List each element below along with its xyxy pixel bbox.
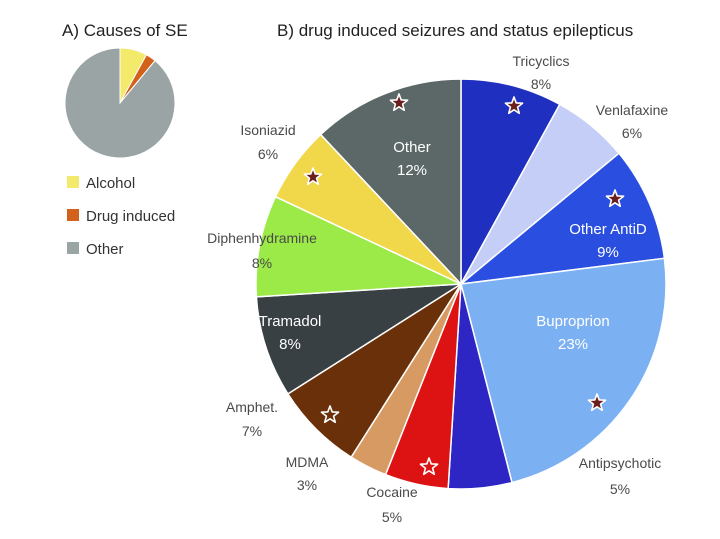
pie-b-label-buproprion: Buproprion: [536, 313, 609, 330]
pie-b-value-other-antid: 9%: [597, 244, 619, 261]
pie-b-label-cocaine: Cocaine: [366, 484, 418, 500]
panel-b-title: B) drug induced seizures and status epil…: [277, 21, 633, 40]
pie-b-value-tramadol: 8%: [279, 336, 301, 353]
panel-b-pie: [255, 78, 667, 490]
pie-b-slice-tricyclics: [460, 78, 561, 285]
pie-b-label-tramadol: Tramadol: [259, 313, 322, 330]
pie-b-value-venlafaxine: 6%: [622, 125, 642, 141]
panel-a-legend: Alcohol Drug induced Other: [67, 175, 175, 258]
pie-b-value-isoniazid: 6%: [258, 146, 278, 162]
star-filled-tricyclics: [504, 96, 524, 115]
pie-a-slice-other: [64, 47, 176, 159]
pie-b-label-tricyclics: Tricyclics: [512, 53, 569, 69]
pie-b-value-amphet: 7%: [242, 423, 262, 439]
star-outline-cocaine: [419, 457, 439, 476]
legend-swatch-drug-induced: [67, 209, 79, 221]
pie-b-slice-tramadol: [255, 283, 462, 395]
star-filled-other: [389, 93, 409, 112]
legend-swatch-alcohol: [67, 176, 79, 188]
panel-a-title: A) Causes of SE: [62, 21, 188, 40]
pie-b-value-other: 12%: [397, 162, 427, 179]
pie-b-label-other-antid: Other AntiD: [569, 221, 647, 238]
star-filled-other-antid: [605, 189, 625, 208]
pie-b-value-buproprion: 23%: [558, 336, 588, 353]
pie-b-value-antipsychotic: 5%: [610, 481, 630, 497]
legend-label-alcohol: Alcohol: [86, 175, 135, 192]
panel-a-pie: [64, 47, 176, 159]
pie-b-value-cocaine: 5%: [382, 509, 402, 525]
pie-b-label-venlafaxine: Venlafaxine: [596, 102, 669, 118]
pie-b-value-mdma: 3%: [297, 477, 317, 493]
pie-b-slice-other: [319, 78, 462, 286]
star-filled-buproprion: [587, 393, 607, 412]
star-filled-isoniazid: [303, 167, 323, 186]
pie-b-slice-other-antid: [458, 152, 666, 286]
pie-b-label-isoniazid: Isoniazid: [240, 122, 295, 138]
pie-b-label-other: Other: [393, 139, 431, 156]
pie-b-label-antipsychotic: Antipsychotic: [579, 455, 661, 471]
pie-b-value-tricyclics: 8%: [531, 76, 551, 92]
pie-b-label-amphet: Amphet.: [226, 399, 278, 415]
legend-label-other: Other: [86, 241, 124, 258]
pie-b-label-mdma: MDMA: [286, 454, 329, 470]
pie-b-label-diphenhydramine: Diphenhydramine: [207, 230, 317, 246]
panel-b-stars: [303, 93, 625, 476]
legend-label-drug-induced: Drug induced: [86, 208, 175, 225]
legend-swatch-other: [67, 242, 79, 254]
pie-b-value-diphenhydramine: 8%: [252, 255, 272, 271]
pie-b-slice-diphenhydramine: [255, 195, 462, 298]
pie-b-slice-buproprion: [460, 257, 667, 484]
star-outline-amphet: [320, 405, 340, 424]
panel-b-labels: Tricyclics 8% Venlafaxine 6% Other AntiD 9% Bu…: [207, 53, 668, 525]
